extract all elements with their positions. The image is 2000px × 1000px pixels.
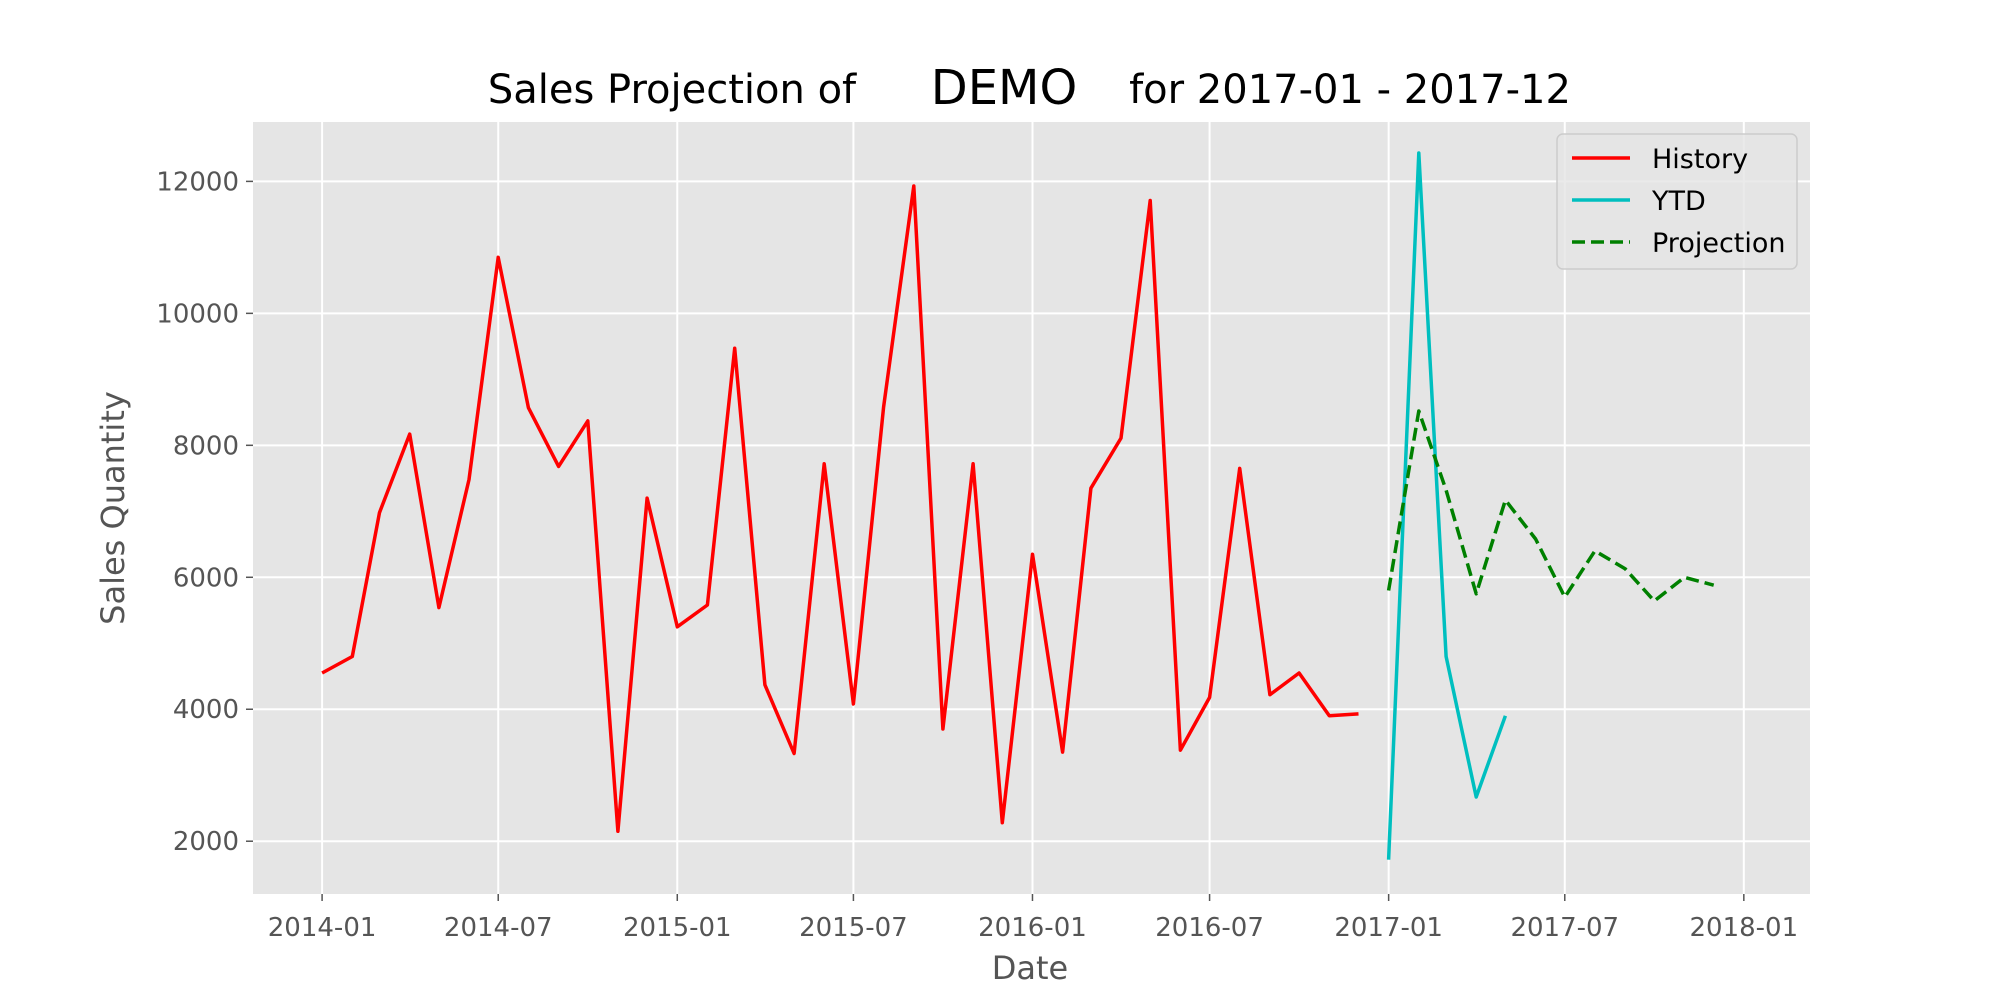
- series-line-projection: [1386, 409, 1715, 603]
- y-tick-label: 2000: [173, 827, 239, 857]
- x-tick-label: 2017-01: [1334, 913, 1443, 943]
- x-tick-label: 2015-07: [799, 913, 908, 943]
- legend: History YTD Projection: [1556, 133, 1798, 270]
- x-tick-label: 2017-07: [1510, 913, 1619, 943]
- series-layer: [321, 151, 1715, 860]
- legend-label-projection: Projection: [1652, 228, 1786, 259]
- x-tick-label: 2014-07: [444, 913, 553, 943]
- x-tick-label: 2016-01: [978, 913, 1087, 943]
- y-tick-label: 6000: [173, 563, 239, 593]
- legend-label-history: History: [1652, 144, 1748, 175]
- x-tick-label: 2018-01: [1690, 913, 1799, 943]
- y-axis-label: Sales Quantity: [94, 391, 132, 625]
- legend-label-ytd: YTD: [1651, 186, 1706, 217]
- y-tick-label: 8000: [173, 431, 239, 461]
- y-tick-label: 10000: [156, 299, 239, 329]
- chart-title-suffix: for 2017-01 - 2017-12: [1129, 67, 1571, 113]
- x-tick-label: 2015-01: [623, 913, 732, 943]
- x-axis-label: Date: [992, 949, 1068, 987]
- x-tick-label: 2016-07: [1155, 913, 1264, 943]
- series-line-ytd: [1386, 151, 1508, 860]
- x-axis-ticks: 2014-01 2014-07 2015-01 2015-07 2016-01 2016-…: [268, 894, 1798, 943]
- y-tick-label: 4000: [173, 695, 239, 725]
- chart-title-prefix: Sales Projection of: [488, 67, 857, 113]
- y-axis-ticks: 2000 4000 6000 8000 10000 12000: [156, 167, 253, 857]
- series-line-history: [321, 184, 1359, 834]
- x-tick-label: 2014-01: [268, 913, 377, 943]
- chart-title-product: DEMO: [931, 60, 1077, 116]
- legend-box: [1556, 133, 1798, 270]
- chart-title: Sales Projection of DEMO for 2017-01 - 2…: [488, 60, 1571, 116]
- y-tick-label: 12000: [156, 167, 239, 197]
